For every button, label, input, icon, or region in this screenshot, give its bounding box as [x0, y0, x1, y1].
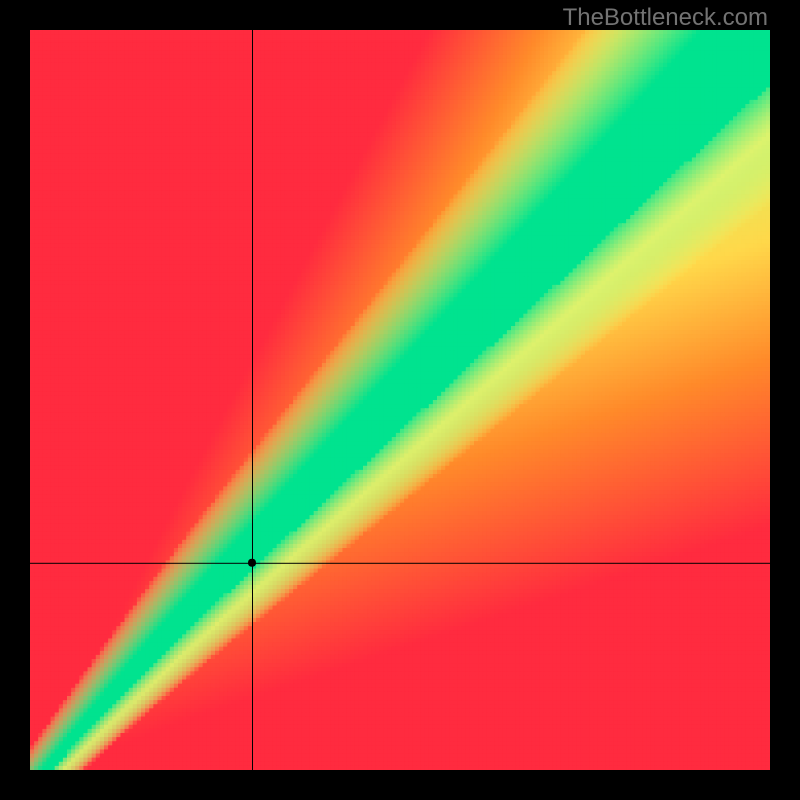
chart-container: { "chart": { "type": "heatmap", "width":… — [0, 0, 800, 800]
watermark-text: TheBottleneck.com — [563, 4, 768, 32]
bottleneck-heatmap — [0, 0, 800, 800]
